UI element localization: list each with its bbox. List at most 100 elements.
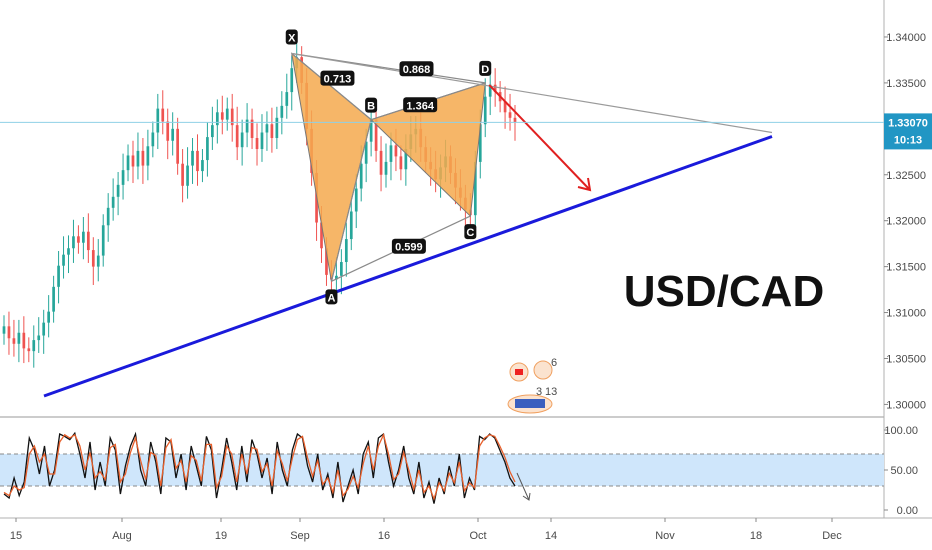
time-tick-label: 19 — [215, 530, 227, 542]
candle-body — [116, 184, 120, 197]
us-flag-stripes-icon — [515, 399, 545, 408]
candle-body — [320, 222, 323, 249]
ratio-label: 0.599 — [395, 242, 423, 254]
candle-body — [369, 119, 373, 142]
pattern-line-ab[interactable] — [330, 119, 372, 282]
candle-body — [32, 340, 36, 352]
stoch-tick-label: 0.00 — [897, 505, 918, 517]
pattern-point-a-badge — [325, 289, 338, 305]
candle-body — [335, 275, 338, 280]
candle-body — [265, 124, 269, 133]
candle-body — [62, 254, 65, 266]
stochastic-band-layer — [0, 453, 884, 487]
stoch-tick-label: 100.00 — [884, 425, 918, 437]
pattern-point-c: C — [466, 227, 474, 239]
maple-leaf-icon — [515, 369, 523, 375]
candle-body — [206, 137, 209, 161]
canada-flag-icon-2[interactable] — [533, 360, 553, 380]
time-tick-label: Sep — [290, 530, 310, 542]
event-count-6: 6 — [551, 357, 557, 369]
ratio-badge-0 — [320, 70, 355, 86]
price-tick-label: 1.30500 — [886, 353, 926, 365]
candle-body — [508, 112, 512, 118]
candle-body — [146, 146, 150, 166]
upper-wedge-line[interactable] — [291, 52, 773, 134]
labels-layer: X A B C D 0.713 0.868 1.364 0.599 — [285, 29, 492, 305]
candle-body — [37, 335, 41, 341]
ratio-badge-3 — [391, 238, 426, 254]
candle-body — [196, 150, 199, 172]
candle-body — [230, 108, 234, 126]
candle-body — [17, 332, 21, 344]
candle-body — [394, 145, 398, 157]
candle-body — [191, 150, 194, 166]
pattern-point-x-badge — [285, 29, 298, 45]
candle-body — [161, 108, 165, 122]
candle-body — [111, 196, 115, 208]
candle-body — [181, 163, 184, 186]
price-tick-label: 1.33500 — [886, 78, 926, 90]
candle-body — [101, 225, 105, 256]
candle-body — [270, 124, 274, 139]
candle-body — [215, 112, 219, 126]
stochastic-line-0 — [3, 431, 516, 504]
time-tick-label: 16 — [378, 530, 390, 542]
support-trendline[interactable] — [43, 135, 773, 398]
candle-body — [389, 145, 393, 162]
candle-body — [225, 108, 229, 120]
time-tick-label: 18 — [750, 530, 762, 542]
candle-body — [478, 124, 482, 162]
candle-body — [344, 239, 348, 263]
candle-body — [22, 332, 26, 349]
candle-body — [7, 326, 11, 339]
price-badge[interactable] — [884, 113, 932, 150]
candle-body — [503, 101, 507, 113]
candle-body — [364, 141, 368, 164]
candle-body — [2, 326, 6, 334]
time-tick-label: Aug — [112, 530, 132, 542]
pattern-point-d-badge — [479, 60, 492, 76]
stochastic-arrow-head — [522, 492, 531, 501]
pattern-line-xb[interactable] — [291, 53, 372, 121]
pattern-point-a: A — [327, 292, 335, 304]
stochastic-layer — [3, 431, 531, 504]
stoch-tick-label: 50.00 — [890, 465, 918, 477]
economic-events-icons[interactable]: 6 3 13 — [507, 357, 557, 414]
candle-body — [359, 163, 363, 189]
candle-body — [513, 117, 517, 123]
candle-body — [255, 138, 259, 150]
candle-body — [245, 119, 249, 133]
price-tick-label: 1.31000 — [886, 308, 926, 320]
candle-body — [186, 165, 189, 186]
candle-body — [483, 96, 487, 125]
candle-body — [340, 262, 343, 276]
candle-body — [280, 105, 284, 118]
candle-body — [493, 84, 497, 93]
price-badge-value: 1.33070 — [888, 117, 928, 129]
price-tick-label: 1.31500 — [886, 262, 926, 274]
candle-body — [325, 248, 328, 275]
candle-body — [275, 117, 279, 139]
pattern-point-d: D — [481, 64, 489, 76]
candle-body — [171, 128, 175, 141]
candle-body — [374, 119, 378, 151]
candle-body — [201, 160, 204, 172]
ratio-label: 1.364 — [406, 100, 434, 112]
candle-body — [57, 265, 60, 287]
price-tick-label: 1.30000 — [886, 399, 926, 411]
candle-body — [285, 92, 289, 106]
candle-body — [384, 161, 388, 175]
candle-body — [240, 132, 244, 148]
candle-body — [151, 132, 155, 147]
candle-body — [141, 150, 145, 166]
axes-layer: 1.340001.335001.330001.325001.320001.315… — [0, 32, 932, 542]
candle-body — [260, 132, 264, 150]
ratio-label: 0.713 — [324, 74, 352, 86]
candle-body — [349, 211, 353, 240]
projection-arrow[interactable] — [488, 84, 591, 191]
candle-body — [136, 150, 140, 167]
candle-body — [176, 128, 179, 164]
candle-body — [473, 161, 477, 216]
stochastic-range-band — [0, 454, 884, 486]
